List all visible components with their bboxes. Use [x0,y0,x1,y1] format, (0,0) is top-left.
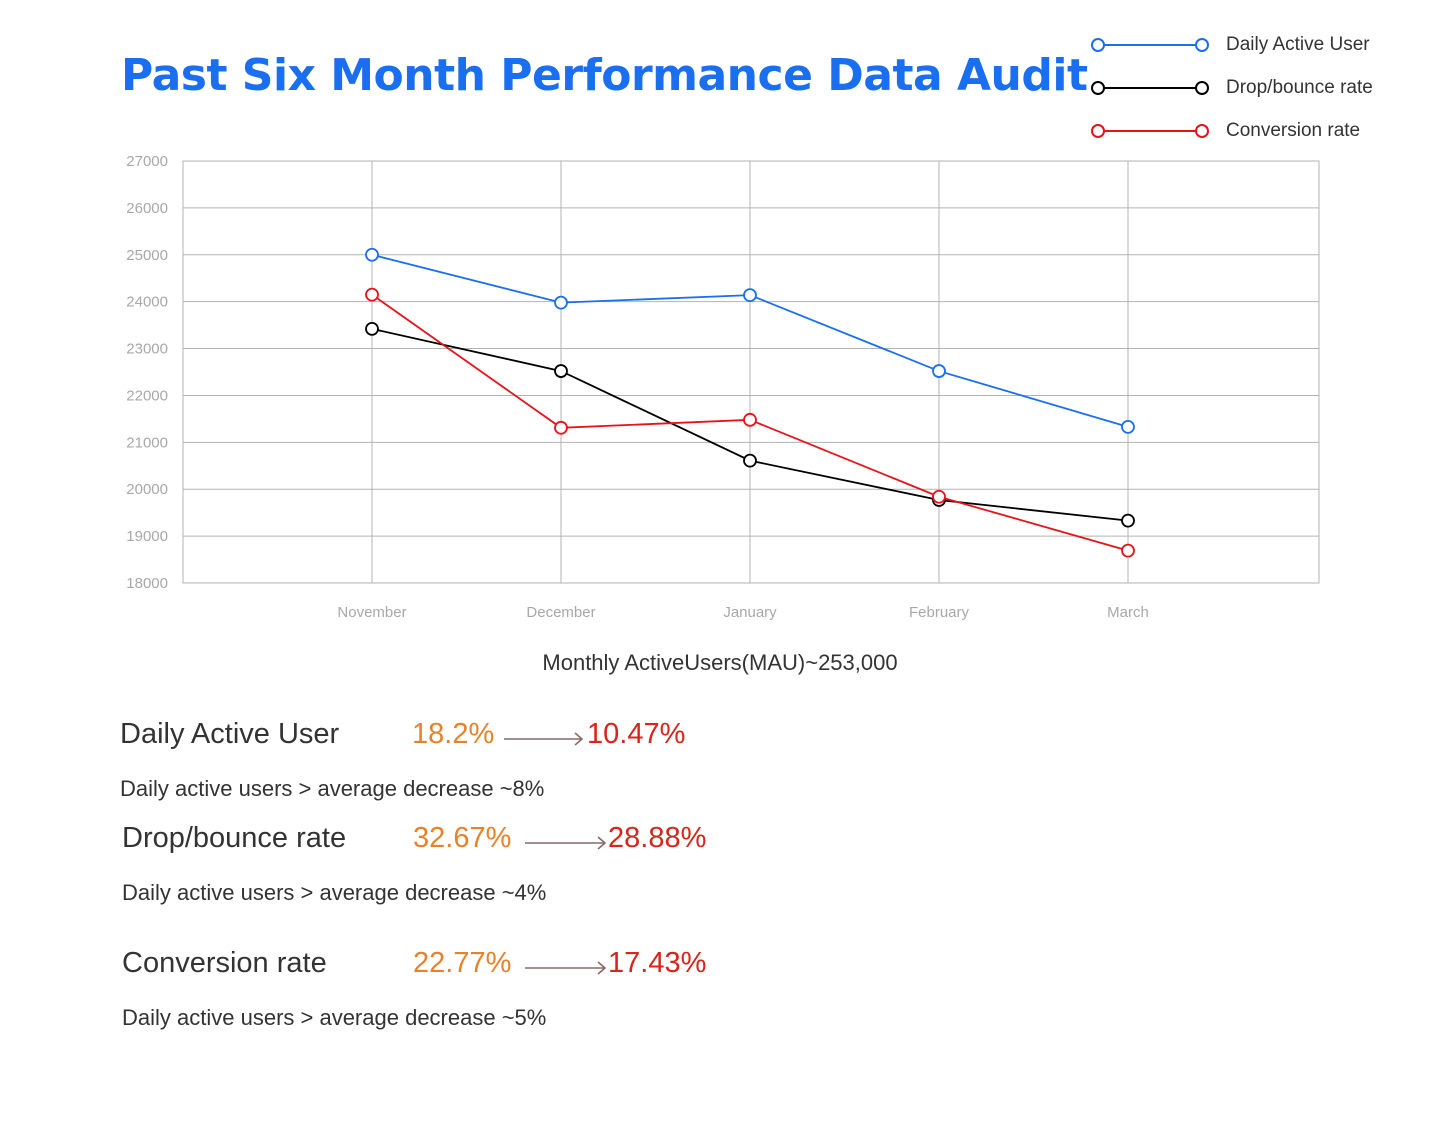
metric-to-value: 10.47% [587,718,686,750]
legend-marker [1091,81,1105,95]
legend-marker [1091,38,1105,52]
metric-from-value: 22.77% [413,947,512,979]
y-tick-label: 19000 [126,528,168,545]
data-point [1121,419,1135,434]
data-point [554,364,568,378]
y-tick-label: 23000 [126,341,168,358]
legend-label: Daily Active User [1226,34,1370,55]
y-tick-label: 20000 [126,481,168,498]
x-tick-label: December [526,604,595,621]
x-tick-label: March [1107,604,1149,621]
arrow-right-icon [504,732,584,746]
data-point [365,287,379,302]
arrow-right-icon [525,961,607,975]
legend-line-icon [1091,124,1209,138]
metric-note: Daily active users > average decrease ~5… [122,1005,547,1030]
metric-to-value: 28.88% [608,822,707,854]
metric-note: Daily active users > average decrease ~4… [122,880,547,905]
metric-from-value: 32.67% [413,822,512,854]
x-tick-label: November [337,604,406,621]
data-point [365,247,379,262]
legend-marker [1195,124,1209,138]
y-tick-label: 27000 [126,153,168,170]
y-tick-label: 21000 [126,434,168,451]
data-point [932,489,946,504]
data-point [743,412,757,427]
legend-label: Conversion rate [1226,120,1361,141]
data-point [1121,513,1135,528]
line-chart: 27000 26000 25000 24000 23000 22000 21000 20000… [126,153,1320,621]
data-point [554,420,568,435]
legend-item-drop-bounce-rate: Drop/bounce rate [1088,73,1428,116]
legend-line-icon [1091,81,1209,95]
data-point [743,288,757,303]
arrow-right-icon [525,836,607,850]
data-point [932,364,946,378]
metric-note: Daily active users > average decrease ~8… [120,776,545,801]
plot-frame [182,160,1320,584]
data-point [365,321,379,336]
metric-to-value: 17.43% [608,947,707,979]
y-tick-label: 22000 [126,387,168,404]
x-tick-label: January [723,604,777,621]
legend-item-daily-active-user: Daily Active User [1088,30,1428,73]
data-point [743,453,757,468]
legend-line-icon [1091,38,1209,52]
data-point [554,295,568,310]
metric-name: Conversion rate [122,947,327,979]
mau-caption: Monthly ActiveUsers(MAU)~253,000 [542,650,898,675]
chart-title: Past Six Month Performance Data Audit [121,50,1088,101]
legend-item-conversion-rate: Conversion rate [1088,116,1428,159]
legend-label: Drop/bounce rate [1226,77,1373,98]
metric-from-value: 18.2% [412,718,495,750]
y-tick-label: 18000 [126,575,168,592]
data-point [1121,543,1135,558]
metric-name: Daily Active User [120,718,340,750]
y-tick-label: 26000 [126,200,168,217]
y-tick-label: 25000 [126,247,168,264]
y-tick-label: 24000 [126,294,168,311]
legend-marker [1091,124,1105,138]
chart-legend: Daily Active User Drop/bounce rate Conve… [1088,30,1428,159]
legend-marker [1195,81,1209,95]
legend-marker [1195,38,1209,52]
metric-name: Drop/bounce rate [122,822,347,854]
x-tick-label: February [909,604,970,621]
